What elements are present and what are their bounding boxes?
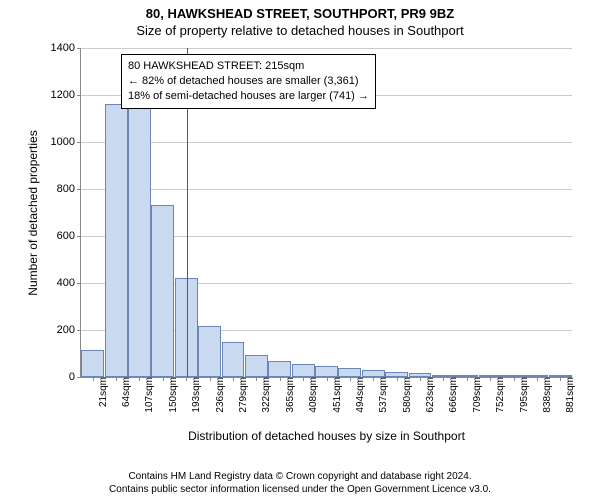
x-tick-label: 236sqm	[213, 377, 226, 413]
x-tick-mark	[537, 377, 538, 381]
x-tick-label: 279sqm	[236, 377, 249, 413]
y-tick-label: 200	[41, 324, 81, 336]
x-tick-mark	[560, 377, 561, 381]
histogram-bar	[151, 205, 174, 377]
annotation-line: 80 HAWKSHEAD STREET: 215sqm	[128, 59, 369, 74]
address-title: 80, HAWKSHEAD STREET, SOUTHPORT, PR9 9BZ	[0, 6, 600, 21]
x-tick-mark	[210, 377, 211, 381]
x-tick-label: 494sqm	[353, 377, 366, 413]
plot-area: Number of detached properties Distributi…	[80, 48, 572, 378]
histogram-bar	[81, 350, 104, 377]
x-tick-label: 580sqm	[400, 377, 413, 413]
x-tick-mark	[186, 377, 187, 381]
histogram-bar	[105, 104, 128, 377]
x-tick-label: 150sqm	[166, 377, 179, 413]
annotation-line: ← 82% of detached houses are smaller (3,…	[128, 74, 369, 89]
x-tick-label: 623sqm	[423, 377, 436, 413]
subtitle: Size of property relative to detached ho…	[0, 23, 600, 38]
y-axis-label: Number of detached properties	[26, 130, 40, 295]
x-tick-label: 21sqm	[96, 377, 109, 407]
x-tick-mark	[116, 377, 117, 381]
histogram-bar	[338, 368, 361, 377]
x-tick-mark	[139, 377, 140, 381]
x-tick-label: 666sqm	[446, 377, 459, 413]
x-tick-label: 795sqm	[517, 377, 530, 413]
x-tick-mark	[327, 377, 328, 381]
x-tick-label: 838sqm	[540, 377, 553, 413]
x-axis-label: Distribution of detached houses by size …	[188, 429, 465, 443]
x-tick-label: 451sqm	[330, 377, 343, 413]
x-tick-mark	[373, 377, 374, 381]
histogram-bar	[362, 370, 385, 377]
x-tick-label: 408sqm	[306, 377, 319, 413]
grid-line	[81, 189, 572, 190]
y-tick-label: 0	[41, 371, 81, 383]
y-tick-label: 1400	[41, 42, 81, 54]
x-tick-mark	[233, 377, 234, 381]
x-tick-label: 193sqm	[189, 377, 202, 413]
y-tick-label: 1000	[41, 136, 81, 148]
x-tick-mark	[256, 377, 257, 381]
footer-line-2: Contains public sector information licen…	[0, 483, 600, 496]
annotation-box: 80 HAWKSHEAD STREET: 215sqm← 82% of deta…	[121, 54, 376, 109]
x-tick-label: 107sqm	[142, 377, 155, 413]
x-tick-mark	[467, 377, 468, 381]
footer-attribution: Contains HM Land Registry data © Crown c…	[0, 470, 600, 496]
histogram-bar	[245, 355, 268, 377]
x-tick-mark	[303, 377, 304, 381]
chart-area: Number of detached properties Distributi…	[52, 48, 572, 418]
x-tick-label: 64sqm	[119, 377, 132, 407]
x-tick-label: 537sqm	[376, 377, 389, 413]
annotation-line: 18% of semi-detached houses are larger (…	[128, 89, 369, 104]
x-tick-label: 365sqm	[283, 377, 296, 413]
footer-line-1: Contains HM Land Registry data © Crown c…	[0, 470, 600, 483]
x-tick-label: 752sqm	[493, 377, 506, 413]
x-tick-label: 322sqm	[259, 377, 272, 413]
x-tick-mark	[280, 377, 281, 381]
histogram-bar	[222, 342, 245, 377]
x-tick-mark	[443, 377, 444, 381]
histogram-bar	[268, 361, 291, 377]
y-tick-label: 600	[41, 230, 81, 242]
histogram-bar	[292, 364, 315, 377]
x-tick-mark	[514, 377, 515, 381]
x-tick-label: 709sqm	[470, 377, 483, 413]
histogram-bar	[315, 366, 338, 377]
x-tick-mark	[93, 377, 94, 381]
x-tick-mark	[163, 377, 164, 381]
chart-container: 80, HAWKSHEAD STREET, SOUTHPORT, PR9 9BZ…	[0, 0, 600, 500]
grid-line	[81, 142, 572, 143]
y-tick-label: 1200	[41, 89, 81, 101]
title-block: 80, HAWKSHEAD STREET, SOUTHPORT, PR9 9BZ…	[0, 0, 600, 38]
x-tick-mark	[350, 377, 351, 381]
x-tick-mark	[420, 377, 421, 381]
histogram-bar	[128, 106, 151, 377]
y-tick-label: 400	[41, 277, 81, 289]
histogram-bar	[198, 326, 221, 377]
y-tick-label: 800	[41, 183, 81, 195]
x-tick-mark	[490, 377, 491, 381]
x-tick-label: 881sqm	[563, 377, 576, 413]
grid-line	[81, 48, 572, 49]
x-tick-mark	[397, 377, 398, 381]
